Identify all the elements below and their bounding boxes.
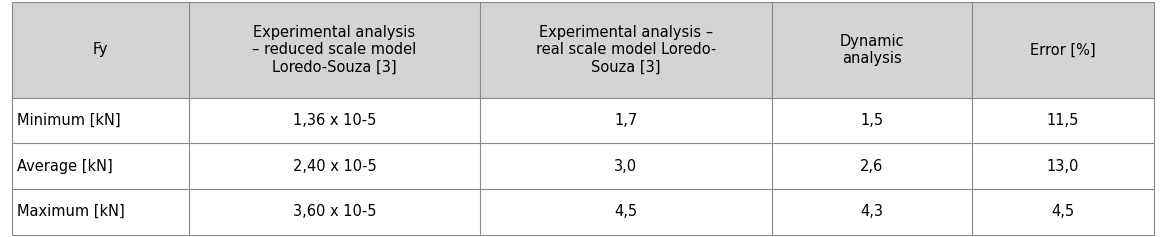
Text: 4,5: 4,5 (614, 204, 638, 219)
Bar (772, 2, 971, 98)
Bar (480, 143, 772, 189)
Bar (772, 189, 971, 235)
Text: Dynamic
analysis: Dynamic analysis (840, 34, 904, 66)
Bar (189, 2, 480, 98)
Bar (12, 143, 189, 189)
Text: Error [%]: Error [%] (1030, 42, 1096, 58)
Bar (12, 98, 189, 143)
Text: Fy: Fy (92, 42, 108, 58)
Text: 11,5: 11,5 (1047, 113, 1079, 128)
Text: Experimental analysis
– reduced scale model
Loredo-Souza [3]: Experimental analysis – reduced scale mo… (252, 25, 416, 75)
Bar (971, 189, 1154, 235)
Bar (189, 98, 480, 143)
Text: Experimental analysis –
real scale model Loredo-
Souza [3]: Experimental analysis – real scale model… (535, 25, 716, 75)
Text: 1,5: 1,5 (861, 113, 883, 128)
Bar (772, 98, 971, 143)
Text: Minimum [kN]: Minimum [kN] (17, 113, 121, 128)
Bar (189, 189, 480, 235)
Text: 4,3: 4,3 (861, 204, 883, 219)
Bar (971, 143, 1154, 189)
Text: 2,40 x 10-5: 2,40 x 10-5 (293, 159, 377, 174)
Text: 3,60 x 10-5: 3,60 x 10-5 (293, 204, 377, 219)
Bar (971, 98, 1154, 143)
Text: 1,36 x 10-5: 1,36 x 10-5 (293, 113, 377, 128)
Text: 13,0: 13,0 (1047, 159, 1079, 174)
Text: 2,6: 2,6 (859, 159, 883, 174)
Text: 4,5: 4,5 (1052, 204, 1075, 219)
Text: Average [kN]: Average [kN] (17, 159, 113, 174)
Bar (480, 2, 772, 98)
Bar (971, 2, 1154, 98)
Bar (12, 2, 189, 98)
Bar (480, 98, 772, 143)
Bar (12, 189, 189, 235)
Bar (772, 143, 971, 189)
Bar (480, 189, 772, 235)
Bar (189, 143, 480, 189)
Text: 3,0: 3,0 (614, 159, 638, 174)
Text: Maximum [kN]: Maximum [kN] (17, 204, 125, 219)
Text: 1,7: 1,7 (614, 113, 638, 128)
